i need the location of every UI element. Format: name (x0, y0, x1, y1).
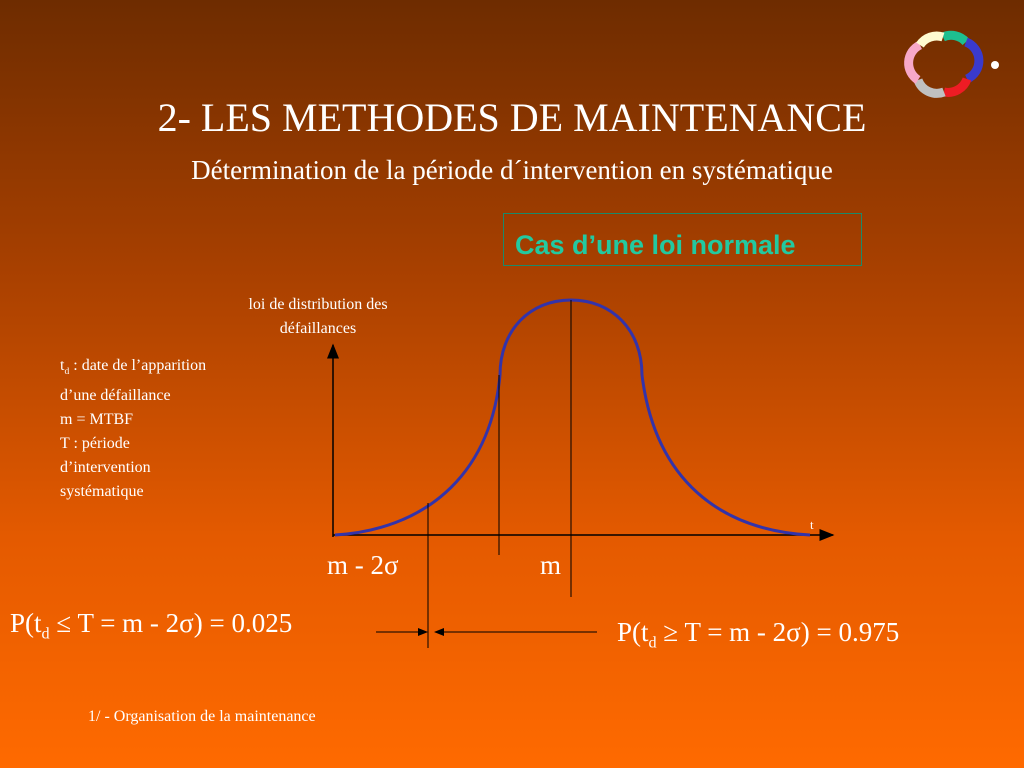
formula-right: P(td ≥ T = m - 2σ) = 0.975 (617, 617, 899, 652)
legend-mtbf: m = MTBF (60, 411, 134, 429)
text: ≥ T = m - 2σ) = 0.975 (656, 617, 900, 647)
sub: d (648, 633, 657, 652)
sub: d (64, 366, 70, 378)
legend-td: td : date de l’apparition d’une défailla… (60, 354, 215, 408)
formula-left: P(td ≤ T = m - 2σ) = 0.025 (10, 608, 292, 643)
text: P(t (617, 617, 649, 647)
logo (904, 30, 999, 98)
y-axis-label: loi de distribution des défaillances (248, 296, 388, 337)
text: P(t (10, 608, 42, 638)
sub: d (41, 624, 50, 643)
case-box (503, 213, 862, 266)
case-text: Cas d’une loi normale (515, 230, 796, 260)
legend: td : date de l’apparition d’une défailla… (60, 354, 215, 504)
text: ≤ T = m - 2σ) = 0.025 (49, 608, 293, 638)
footer: 1/ - Organisation de la maintenance (88, 708, 316, 725)
marker-right: m (540, 550, 562, 580)
text: : date de l’apparition d’une défaillance (60, 357, 207, 405)
x-axis-label: t (810, 517, 814, 532)
subtitle: Détermination de la période d´interventi… (191, 155, 833, 185)
legend-period: T : période d’intervention systématique (60, 435, 151, 501)
title: 2- LES METHODES DE MAINTENANCE (157, 95, 867, 140)
marker-left: m - 2σ (327, 550, 399, 580)
text: t (60, 357, 65, 374)
